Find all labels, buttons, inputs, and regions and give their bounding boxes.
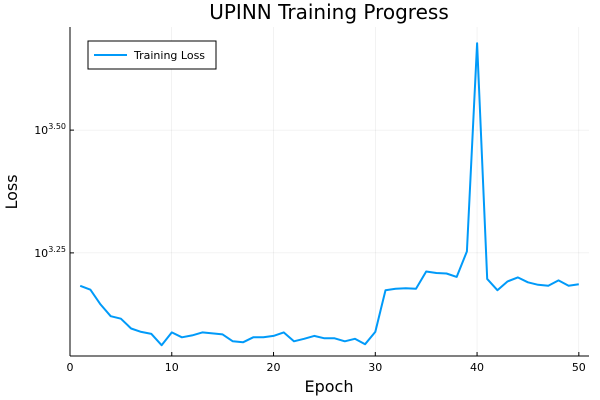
grid (69, 27, 589, 356)
x-tick-label: 0 (67, 361, 74, 374)
legend-label: Training Loss (133, 49, 205, 62)
x-axis-label: Epoch (305, 377, 354, 396)
y-tick-label: 103.25 (34, 245, 66, 260)
legend: Training Loss (87, 40, 217, 70)
legend-box (87, 40, 217, 70)
x-tick-label: 50 (572, 361, 586, 374)
chart-title: UPINN Training Progress (209, 0, 449, 24)
series-line-training-loss (79, 42, 579, 347)
y-tick-label: 103.50 (34, 122, 66, 137)
axes (69, 27, 589, 357)
y-axis-ticks: 103.25 103.50 (34, 122, 74, 260)
x-axis-ticks: 0 10 20 30 40 50 (67, 352, 586, 374)
series-layer (79, 42, 579, 347)
x-tick-label: 20 (267, 361, 281, 374)
x-tick-label: 40 (470, 361, 484, 374)
x-tick-label: 10 (165, 361, 179, 374)
x-tick-label: 30 (368, 361, 382, 374)
y-axis-label: Loss (2, 174, 21, 209)
